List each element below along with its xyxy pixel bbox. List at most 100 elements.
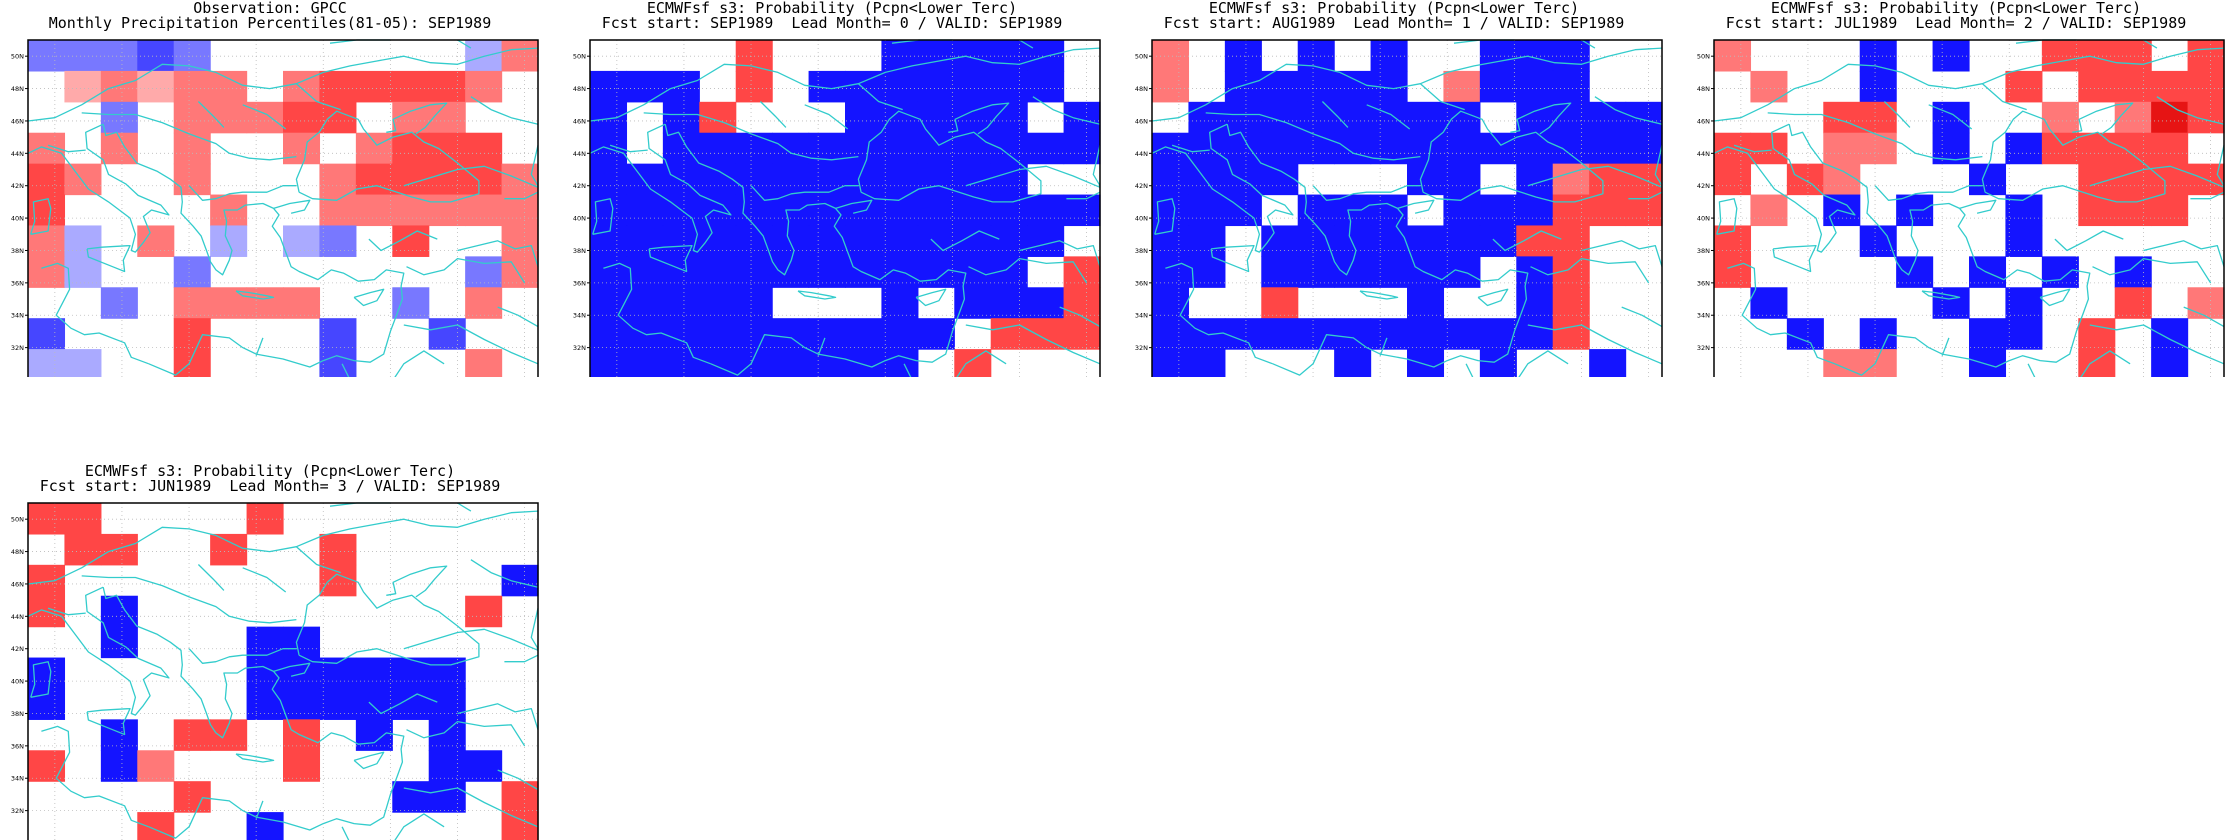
grid-cell [735,70,773,103]
grid-cell [355,688,393,720]
y-tick-label: 32N [573,344,586,352]
grid-cell [808,225,846,257]
grid-cell [465,595,503,628]
grid-cell [699,318,737,350]
grid-cell [1407,101,1445,134]
y-tick-label: 48N [11,85,24,93]
map-plot: 10E15E20E25E30E35E40E45E30N32N34N36N38N4… [1697,39,2225,378]
grid-cell [1589,101,1627,134]
grid-cell [428,163,466,196]
y-tick-label: 34N [11,775,24,783]
grid-cell [319,533,357,566]
grid-cell [917,194,955,227]
grid-cell [1516,287,1554,319]
grid-cell [1370,194,1408,227]
grid-cell [662,287,700,319]
grid-cell [1859,101,1897,134]
grid-cell [881,101,919,134]
grid-cell [28,688,66,720]
grid-cell [465,349,503,377]
grid-cell [1027,194,1065,227]
y-tick-label: 46N [11,117,24,125]
grid-cell [1479,194,1517,227]
grid-cell [28,40,66,72]
grid-cell [28,564,66,597]
grid-cell [319,101,357,134]
grid-cell [1714,225,1752,257]
panel-title-line1: ECMWFsf s3: Probability (Pcpn<Lower Terc… [84,462,456,480]
grid-cell [428,70,466,103]
coastlines [1713,39,2225,377]
grid-cell [590,349,628,377]
grid-cell [1589,163,1627,196]
grid-cell [100,40,138,72]
grid-cell [173,163,211,196]
grid-cell [917,40,955,72]
grid-cell [1370,40,1408,72]
grid-cell [2187,101,2225,134]
y-tick-label: 38N [573,247,586,255]
grid-cell [319,70,357,103]
grid-cell [772,225,810,257]
coastlines [27,502,539,840]
graticule [28,40,538,377]
grid-cell [2187,70,2225,103]
grid-cell [1750,70,1788,103]
graticule [1714,40,2224,377]
grid-cell [355,719,393,751]
grid-cell [1063,287,1101,319]
grid-cell [626,70,664,103]
grid-cell [2151,101,2189,134]
panel-title-line2: Fcst start: AUG1989 Lead Month= 1 / VALI… [1163,14,1625,32]
grid-cell [1625,194,1663,227]
grid-cell [1188,349,1226,377]
map-plot: 10E15E20E25E30E35E40E45E30N32N34N36N38N4… [11,39,539,377]
panel-title-line1: ECMWFsf s3: Probability (Pcpn<Lower Terc… [1770,0,2142,17]
grid-cell [28,349,66,377]
map-frame [589,39,1101,377]
panel-title-line2: Monthly Precipitation Percentiles(81-05)… [48,14,492,32]
grid-cell [1334,132,1372,165]
map-frame [1151,39,1663,377]
grid-cell [1063,318,1101,350]
grid-cell [1407,287,1445,319]
panel-title-line2: Fcst start: JUN1989 Lead Month= 3 / VALI… [39,477,501,495]
grid-cell [1625,101,1663,134]
grid-cell [283,287,321,319]
y-tick-label: 44N [11,150,24,158]
grid-cell [283,101,321,134]
grid-cell [64,349,102,377]
grid-cell [28,163,66,196]
grid-cell [626,225,664,257]
y-tick-label: 48N [1697,85,1710,93]
grid-cell [1859,70,1897,103]
grid-cell [1969,349,2007,377]
grid-cell [590,225,628,257]
grid-cell [1750,287,1788,319]
grid-cell [1516,40,1554,72]
grid-cell [210,70,248,103]
grid-cell [1152,349,1190,377]
y-tick-label: 46N [1135,117,1148,125]
map-panel-lead0: ECMWFsf s3: Probability (Pcpn<Lower Terc… [562,0,1118,377]
grid-cell [64,533,102,566]
grid-cell [173,781,211,813]
grid-cell [246,101,284,134]
y-tick-label: 40N [573,215,586,223]
grid-cell [881,132,919,165]
grid-cell [1261,318,1299,350]
grid-cell [1443,132,1481,165]
grid-cell [590,256,628,288]
grid-cell [1479,318,1517,350]
grid-cell [735,132,773,165]
grid-cell [917,70,955,103]
grid-cell [501,564,539,597]
grid-cell [990,40,1028,72]
grid-cell [954,132,992,165]
y-tick-label: 30N [1697,377,1710,378]
grid-cell [392,70,430,103]
grid-cell [808,349,846,377]
grid-cell [1552,225,1590,257]
grid-cell [1261,287,1299,319]
grid-cell [1589,194,1627,227]
